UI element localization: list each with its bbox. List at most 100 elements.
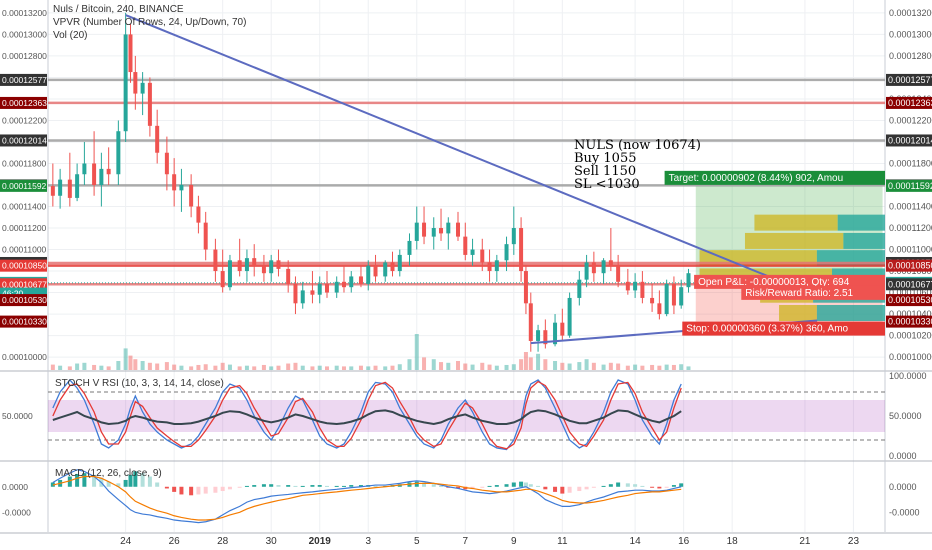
volume-bar	[128, 355, 133, 370]
macd-histogram-bar	[67, 476, 72, 487]
volume-bar	[92, 364, 97, 370]
price-badge-text: 0.00010530	[888, 295, 932, 305]
price-tick-label: 0.00010000	[2, 352, 47, 362]
volume-legend[interactable]: Vol (20)	[53, 30, 88, 41]
candle-body	[671, 283, 676, 306]
stoch-tick-label: 50.0000	[889, 411, 922, 421]
volume-bar	[686, 366, 691, 370]
stop-label-text: Stop: 0.00000360 (3.37%) 360, Amo	[686, 324, 848, 335]
target-label-text: Target: 0.00000902 (8.44%) 902, Amou	[669, 173, 844, 184]
price-tick-label: 0.00011200	[889, 223, 932, 233]
candle-body	[128, 34, 133, 73]
price-badge-text: 0.00012577	[888, 75, 932, 85]
price-tick-label: 0.00013000	[2, 29, 47, 39]
price-badge	[0, 96, 47, 109]
candle-body	[504, 244, 509, 261]
macd-histogram-bar	[608, 484, 613, 487]
candle-body	[366, 265, 371, 284]
candle-body	[664, 283, 669, 315]
macd-tick-label: 0.0000	[889, 482, 917, 492]
macd-histogram-bar	[261, 484, 266, 487]
candle-body	[553, 322, 558, 345]
candle-body	[140, 82, 145, 94]
volume-bar	[325, 366, 329, 370]
volume-bar	[567, 363, 572, 370]
price-badge-text: 0.00012577	[2, 75, 47, 85]
vpvr-up-bar	[779, 304, 817, 321]
price-badge-text: 0.00012014	[888, 135, 932, 145]
volume-bar	[456, 361, 461, 370]
trade-note: NULS (now 10674) Buy 1055 Sell 1150 SL <103…	[574, 139, 701, 191]
candle-body	[50, 186, 55, 196]
price-badge	[886, 315, 932, 328]
date-tick-label: 16	[678, 536, 690, 547]
target-label: Target: 0.00000902 (8.44%) 902, Amou	[664, 170, 885, 185]
candle-body	[523, 271, 528, 304]
macd-histogram-bar	[341, 485, 346, 487]
volume-bar	[179, 365, 184, 370]
macd-histogram-bar	[237, 486, 242, 488]
date-tick-label: 26	[169, 536, 181, 547]
price-badge-text: 0.00010850	[2, 261, 47, 271]
volume-bar	[664, 364, 669, 370]
vpvr-legend[interactable]: VPVR (Number Of Rows, 24, Up/Down, 70)	[53, 17, 247, 28]
macd-histogram-bar	[591, 486, 596, 488]
candle-body	[349, 276, 354, 288]
macd-histogram-bar	[456, 486, 461, 489]
date-tick-label: 9	[511, 536, 517, 547]
volume-bar	[591, 362, 596, 370]
macd-histogram-bar	[147, 476, 152, 487]
volume-bar	[373, 365, 378, 370]
volume-bar	[172, 364, 177, 370]
volume-bar	[213, 365, 218, 370]
price-tick-label: 0.00012800	[889, 51, 932, 61]
macd-histogram-bar	[640, 485, 645, 487]
stoch-tick-label: 100.0000	[889, 371, 927, 381]
volume-bar	[470, 364, 475, 370]
candle-body	[276, 260, 281, 269]
candle-body	[608, 260, 613, 266]
macd-histogram-bar	[164, 486, 169, 489]
macd-histogram-bar	[439, 485, 444, 487]
macd-histogram-bar	[553, 486, 558, 492]
price-badge-text: 0.00010530	[2, 295, 47, 305]
macd-histogram-bar	[172, 486, 177, 492]
volume-bar	[58, 365, 63, 370]
candle-body	[679, 287, 684, 306]
candle-body	[584, 262, 589, 280]
candles	[50, 12, 691, 352]
volume-bar	[189, 366, 194, 370]
volume-bar	[584, 359, 589, 370]
candle-body	[106, 168, 111, 175]
macd-histogram-bar	[601, 485, 606, 487]
volume-bar	[123, 348, 128, 370]
rr-label: Risk/Reward Ratio: 2.51	[741, 285, 885, 300]
macd-histogram-bar	[75, 473, 80, 487]
candle-body	[422, 222, 427, 237]
stoch-series-line	[52, 409, 682, 426]
volume-bar	[300, 365, 305, 370]
volume-bar	[334, 365, 339, 370]
volume-bar	[657, 365, 662, 370]
candle-body	[431, 228, 436, 237]
candle-body	[414, 222, 419, 241]
volume-bar	[196, 364, 201, 370]
volume-bar	[407, 359, 412, 370]
macd-histogram-bar	[633, 484, 638, 487]
macd-histogram-bar	[140, 473, 145, 487]
candle-body	[310, 290, 315, 295]
macd-histogram-bar	[220, 486, 225, 492]
price-tick-label: 0.00010000	[889, 352, 932, 362]
macd-histogram-bar	[334, 485, 339, 487]
volume-bar	[164, 362, 169, 370]
candle-body	[237, 260, 242, 272]
macd-histogram-bar	[155, 482, 160, 487]
candle-body	[189, 185, 194, 207]
volume-bar	[82, 362, 87, 370]
macd-title: MACD (12, 26, close, 9)	[55, 468, 162, 479]
volume-bar	[106, 366, 111, 370]
candle-body	[293, 283, 298, 304]
candle-body	[172, 174, 177, 191]
volume-bar	[511, 364, 516, 370]
